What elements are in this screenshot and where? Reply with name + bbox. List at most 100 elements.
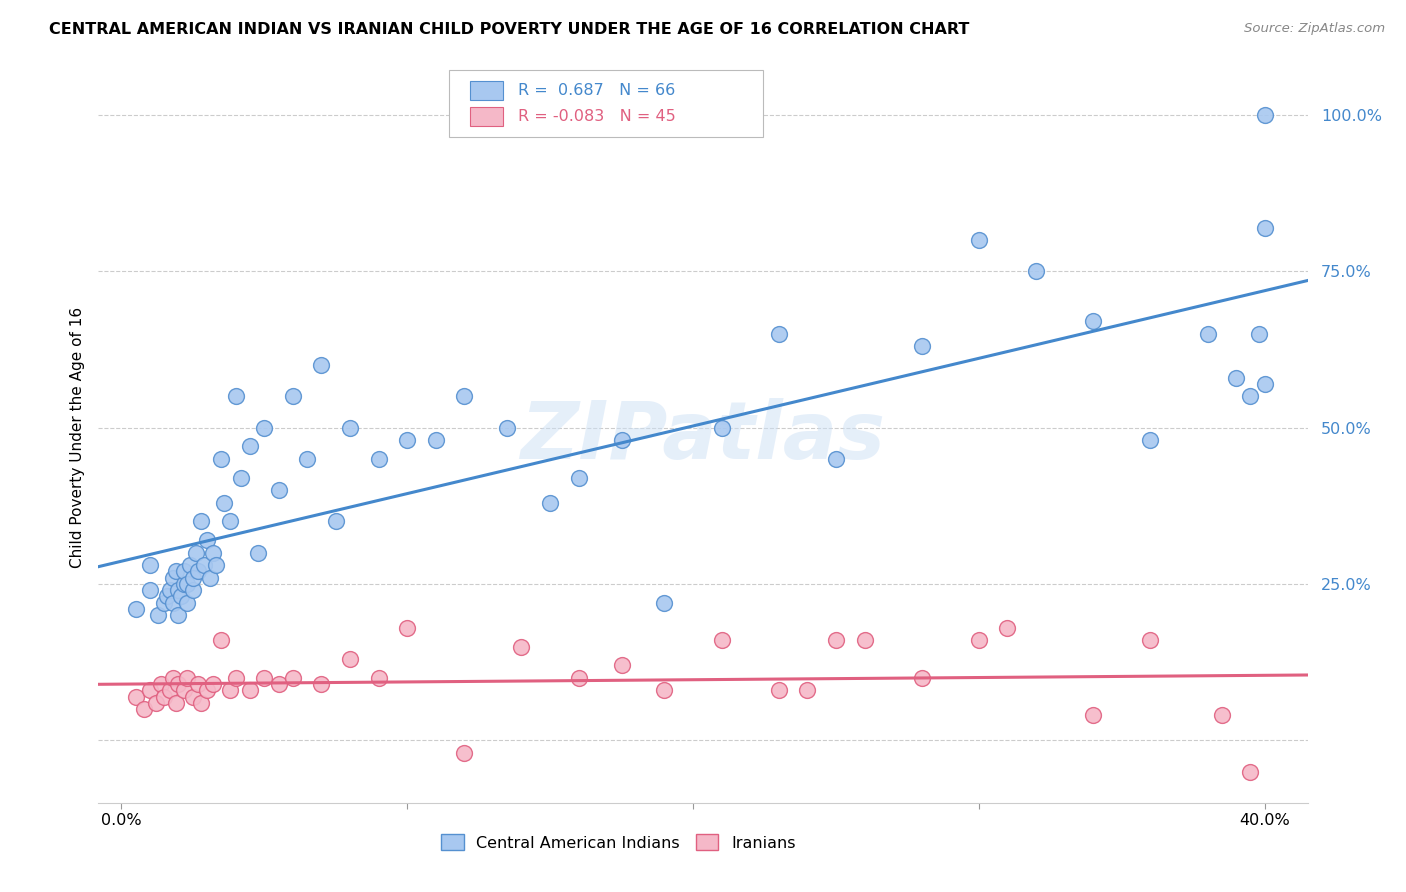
Point xyxy=(339,652,361,666)
Point xyxy=(911,339,934,353)
Point xyxy=(510,640,533,654)
Point xyxy=(311,358,333,372)
Point xyxy=(654,683,676,698)
Point xyxy=(239,683,262,698)
Point xyxy=(710,420,733,434)
Point xyxy=(198,571,221,585)
FancyBboxPatch shape xyxy=(470,107,503,126)
Point xyxy=(825,452,848,467)
Point xyxy=(139,583,162,598)
Point xyxy=(568,471,591,485)
Point xyxy=(796,683,818,698)
Point xyxy=(173,565,195,579)
Point xyxy=(1254,376,1277,391)
Point xyxy=(190,696,212,710)
Point xyxy=(853,633,876,648)
Point xyxy=(159,683,181,698)
Point xyxy=(253,420,276,434)
Point xyxy=(170,590,193,604)
Point xyxy=(1247,326,1270,341)
Point xyxy=(156,590,179,604)
Point xyxy=(281,671,304,685)
Point xyxy=(247,546,270,560)
Point xyxy=(610,434,633,448)
Point xyxy=(165,565,187,579)
Point xyxy=(295,452,318,467)
Text: R = -0.083   N = 45: R = -0.083 N = 45 xyxy=(517,109,676,124)
Point xyxy=(339,420,361,434)
Point xyxy=(195,683,218,698)
Point xyxy=(768,683,790,698)
Point xyxy=(150,677,173,691)
Y-axis label: Child Poverty Under the Age of 16: Child Poverty Under the Age of 16 xyxy=(69,307,84,567)
Point xyxy=(1139,633,1161,648)
Point xyxy=(911,671,934,685)
Point xyxy=(267,483,290,498)
Point xyxy=(209,452,232,467)
Text: Source: ZipAtlas.com: Source: ZipAtlas.com xyxy=(1244,22,1385,36)
Point xyxy=(768,326,790,341)
Point xyxy=(179,558,201,573)
Point xyxy=(167,608,190,623)
FancyBboxPatch shape xyxy=(449,70,763,137)
FancyBboxPatch shape xyxy=(470,81,503,100)
Text: CENTRAL AMERICAN INDIAN VS IRANIAN CHILD POVERTY UNDER THE AGE OF 16 CORRELATION: CENTRAL AMERICAN INDIAN VS IRANIAN CHILD… xyxy=(49,22,970,37)
Point xyxy=(145,696,167,710)
Point xyxy=(159,583,181,598)
Point xyxy=(181,690,204,704)
Point xyxy=(124,690,146,704)
Point xyxy=(496,420,519,434)
Point xyxy=(367,671,389,685)
Point xyxy=(204,558,226,573)
Point xyxy=(153,596,176,610)
Point xyxy=(176,596,198,610)
Point xyxy=(325,515,347,529)
Point xyxy=(1083,708,1105,723)
Point xyxy=(1139,434,1161,448)
Point xyxy=(187,565,209,579)
Point xyxy=(201,677,224,691)
Point xyxy=(173,683,195,698)
Point xyxy=(167,583,190,598)
Point xyxy=(1083,314,1105,328)
Point xyxy=(173,577,195,591)
Point xyxy=(209,633,232,648)
Point xyxy=(967,633,990,648)
Point xyxy=(367,452,389,467)
Point xyxy=(153,690,176,704)
Point xyxy=(139,558,162,573)
Point xyxy=(190,515,212,529)
Text: ZIPatlas: ZIPatlas xyxy=(520,398,886,476)
Text: R =  0.687   N = 66: R = 0.687 N = 66 xyxy=(517,83,675,98)
Point xyxy=(267,677,290,691)
Point xyxy=(1225,370,1247,384)
Point xyxy=(139,683,162,698)
Point xyxy=(231,471,253,485)
Point xyxy=(453,746,475,760)
Point xyxy=(193,558,215,573)
Point xyxy=(176,671,198,685)
Point xyxy=(253,671,276,685)
Point xyxy=(425,434,447,448)
Point xyxy=(187,677,209,691)
Point xyxy=(181,583,204,598)
Point xyxy=(825,633,848,648)
Point xyxy=(181,571,204,585)
Point xyxy=(167,677,190,691)
Point xyxy=(396,621,419,635)
Point xyxy=(162,671,184,685)
Point xyxy=(162,596,184,610)
Point xyxy=(219,683,242,698)
Point xyxy=(710,633,733,648)
Point xyxy=(148,608,170,623)
Point xyxy=(967,233,990,247)
Point xyxy=(453,389,475,403)
Point xyxy=(538,496,561,510)
Point xyxy=(134,702,156,716)
Point xyxy=(997,621,1019,635)
Legend: Central American Indians, Iranians: Central American Indians, Iranians xyxy=(434,828,801,857)
Point xyxy=(225,671,247,685)
Point xyxy=(1254,220,1277,235)
Point xyxy=(219,515,242,529)
Point xyxy=(225,389,247,403)
